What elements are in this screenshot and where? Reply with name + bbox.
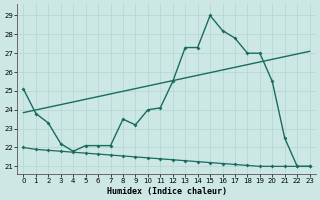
X-axis label: Humidex (Indice chaleur): Humidex (Indice chaleur) xyxy=(107,187,227,196)
